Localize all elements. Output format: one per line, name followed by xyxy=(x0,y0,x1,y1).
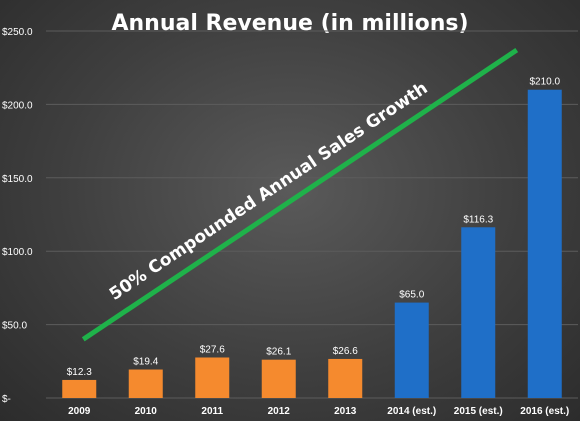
y-tick-label: $250.0 xyxy=(2,27,33,38)
bar-2013 xyxy=(328,358,363,398)
data-label: $210.0 xyxy=(529,77,560,88)
x-tick-label: 2009 xyxy=(68,406,91,417)
x-tick-label: 2013 xyxy=(334,406,357,417)
data-label: $19.4 xyxy=(133,357,158,368)
bar-2016est xyxy=(527,89,562,398)
chart-title: Annual Revenue (in millions) xyxy=(111,11,468,36)
y-tick-label: $150.0 xyxy=(2,174,33,185)
x-tick-label: 2010 xyxy=(135,406,158,417)
y-tick-label: $- xyxy=(2,394,11,405)
bar-2012 xyxy=(261,359,296,398)
x-tick-label: 2015 (est.) xyxy=(454,406,503,417)
y-tick-label: $200.0 xyxy=(2,100,33,111)
x-tick-label: 2012 xyxy=(268,406,291,417)
x-tick-label: 2016 (est.) xyxy=(520,406,569,417)
y-tick-label: $50.0 xyxy=(2,321,27,332)
data-label: $26.6 xyxy=(333,346,358,357)
bar-2014est xyxy=(394,302,429,398)
growth-annotation-label: 50% Compounded Annual Sales Growth xyxy=(106,78,432,304)
x-axis-ticks: 2009 2010 2011 2012 2013 2014 (est.) 2015 (est… xyxy=(68,406,569,417)
growth-trend-line xyxy=(81,48,519,342)
y-tick-label: $100.0 xyxy=(2,247,33,258)
growth-annotation: 50% Compounded Annual Sales Growth xyxy=(81,48,519,342)
data-labels: $12.3 $19.4 $27.6 $26.1 $26.6 $65.0 $116.3 $210… xyxy=(67,77,561,378)
x-tick-label: 2011 xyxy=(201,406,223,417)
data-label: $26.1 xyxy=(266,347,291,358)
x-tick-label: 2014 (est.) xyxy=(387,406,436,417)
gridlines xyxy=(46,30,578,399)
bar-2009 xyxy=(62,379,97,398)
data-label: $65.0 xyxy=(399,290,424,301)
data-label: $12.3 xyxy=(67,367,92,378)
bar-2010 xyxy=(128,369,163,398)
data-label: $27.6 xyxy=(200,344,225,355)
bars xyxy=(62,89,562,398)
bar-2011 xyxy=(195,357,230,398)
data-label: $116.3 xyxy=(463,214,493,225)
y-axis-ticks: $- $50.0 $100.0 $150.0 $200.0 $250.0 xyxy=(2,27,33,405)
bar-2015est xyxy=(461,227,496,398)
